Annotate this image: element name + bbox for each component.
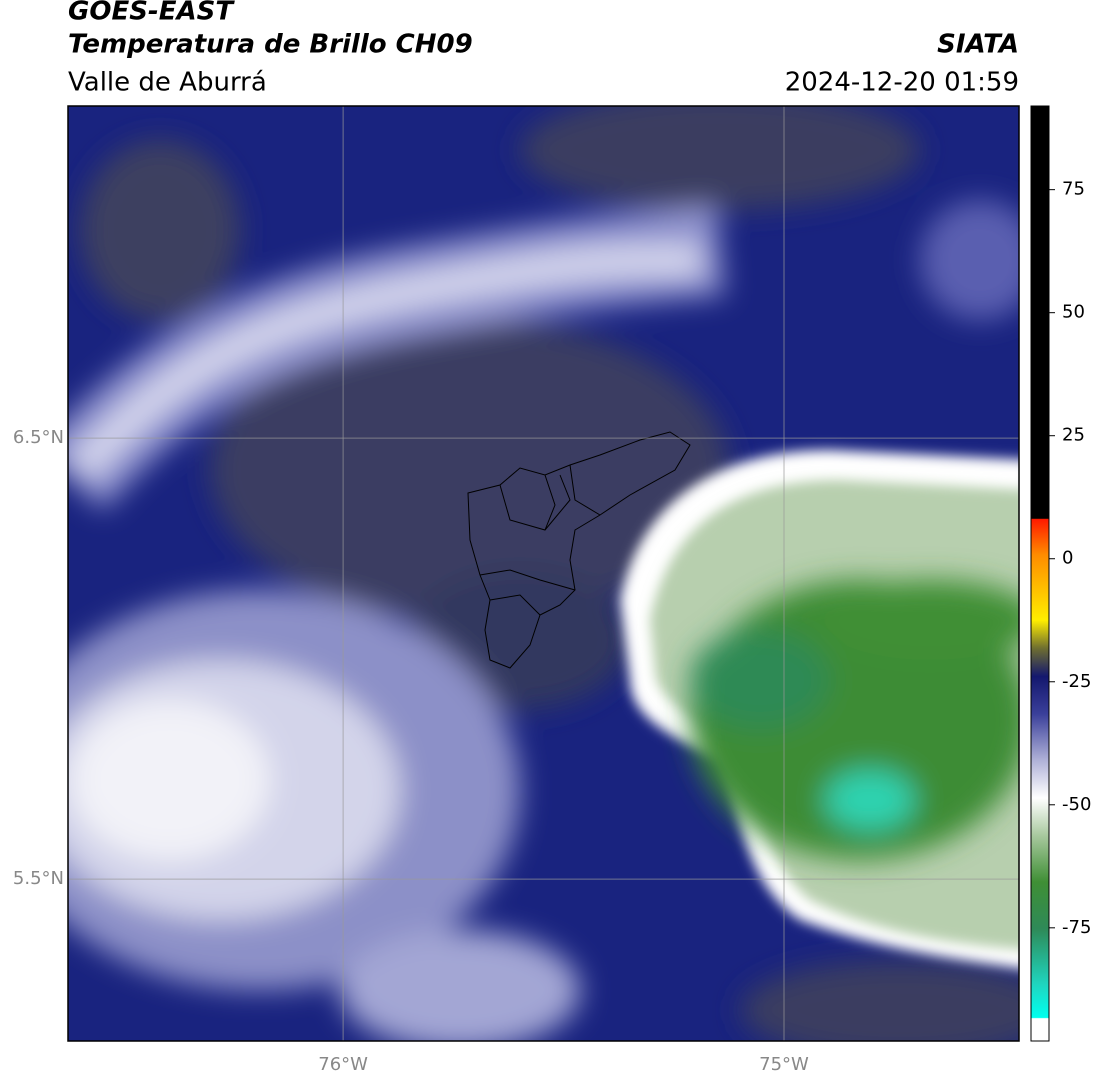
colorbar-tick-label: -50: [1062, 794, 1091, 815]
colorbar-tick-label: 25: [1062, 425, 1085, 446]
y-tick-label: 5.5°N: [13, 868, 64, 889]
x-tick-label: 75°W: [759, 1054, 809, 1075]
y-tick-label: 6.5°N: [13, 427, 64, 448]
source: SIATA: [937, 30, 1019, 60]
colorbar-tick-label: 0: [1062, 548, 1073, 569]
subtitle: Temperatura de Brillo CH09: [68, 30, 473, 60]
colorbar: [1030, 105, 1050, 1042]
datetime: 2024-12-20 01:59: [785, 68, 1019, 98]
colorbar-tick-label: 75: [1062, 179, 1085, 200]
colorbar-tick-label: -25: [1062, 671, 1091, 692]
region: Valle de Aburrá: [68, 68, 267, 98]
colorbar-tick-label: -75: [1062, 917, 1091, 938]
municipal-boundaries: [467, 431, 691, 669]
map-frame: [67, 105, 1020, 1042]
title: GOES-EAST: [68, 0, 235, 27]
satellite-image: [68, 106, 1019, 1041]
x-tick-label: 76°W: [318, 1054, 368, 1075]
graticule: [68, 106, 1019, 1041]
colorbar-tick-label: 50: [1062, 302, 1085, 323]
